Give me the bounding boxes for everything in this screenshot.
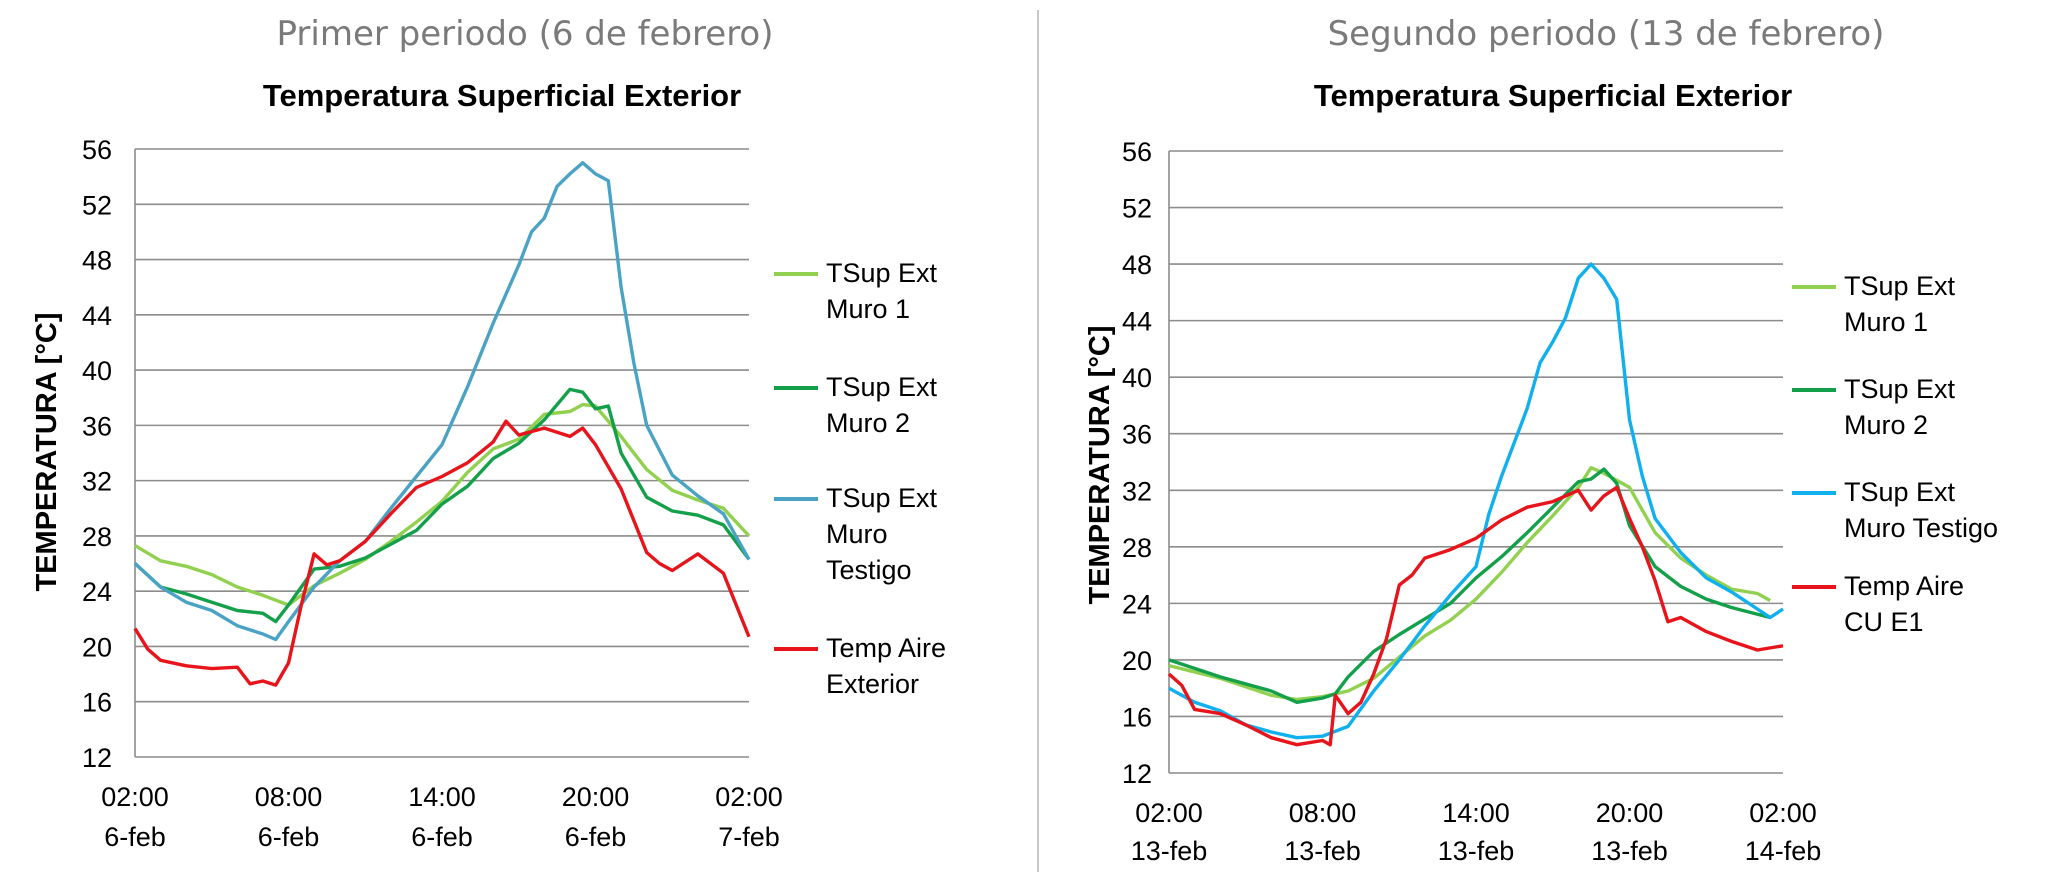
legend-swatch [774, 497, 818, 501]
y-tick-label: 56 [82, 135, 112, 165]
legend-item: TSup Ext Muro Testigo [1792, 474, 1998, 546]
x-tick-label: 14-feb [1745, 836, 1822, 866]
x-tick-label: 20:00 [1596, 798, 1664, 828]
series-line-4 [1167, 485, 1784, 747]
legend-label: Temp Aire CU E1 [1844, 571, 1965, 637]
panel-1-subtitle: Primer periodo (6 de febrero) [276, 14, 774, 54]
y-tick-label: 12 [1122, 759, 1152, 789]
legend-label: TSup Ext Muro 1 [1844, 271, 1956, 337]
y-tick-label: 44 [1122, 307, 1152, 337]
y-tick-label: 56 [1122, 137, 1152, 167]
y-tick-label: 40 [82, 356, 112, 386]
y-tick-label: 36 [1122, 420, 1152, 450]
chart-1: 12 16 20 24 28 32 36 40 44 48 52 56 02:00 6-feb 08:00 6… [31, 135, 783, 852]
x-tick-label: 13-feb [1284, 836, 1361, 866]
legend-item: TSup Ext Muro 1 [774, 255, 937, 327]
y-tick-label: 36 [82, 411, 112, 441]
legend-label: TSup Ext Muro 1 [826, 258, 938, 324]
y-tick-label: 20 [1122, 646, 1152, 676]
legend-swatch [1792, 491, 1836, 495]
legend-swatch [774, 647, 818, 651]
series-line-4 [133, 419, 751, 687]
x-tick-label: 08:00 [1289, 798, 1357, 828]
x-tick-label: 14:00 [1442, 798, 1510, 828]
legend-swatch [1792, 585, 1836, 589]
x-tick-label: 02:00 [1135, 798, 1203, 828]
x-tick-label: 20:00 [562, 782, 630, 812]
series-line-2 [1168, 467, 1771, 704]
y-tick-label: 16 [82, 688, 112, 718]
y-tick-label: 20 [82, 632, 112, 662]
series-line-3 [1168, 262, 1784, 740]
legend-swatch [774, 386, 818, 390]
y-tick-label: 32 [82, 467, 112, 497]
panel-2-subtitle: Segundo periodo (13 de febrero) [1327, 14, 1885, 54]
y-tick-label: 44 [82, 301, 112, 331]
legend-swatch [1792, 285, 1836, 289]
chart-2-title: Temperatura Superficial Exterior [1313, 78, 1793, 113]
x-tick-label: 02:00 [715, 782, 783, 812]
legend-item: TSup Ext Muro 2 [774, 369, 937, 441]
x-tick-label: 6-feb [565, 822, 627, 852]
y-tick-label: 24 [1122, 589, 1152, 619]
legend-item: Temp Aire Exterior [774, 630, 946, 702]
y-tick-label: 28 [82, 522, 112, 552]
y-tick-label: 52 [82, 190, 112, 220]
x-tick-label: 13-feb [1591, 836, 1668, 866]
y-axis-label: TEMPERATURA [°C] [1084, 325, 1116, 604]
series-line-3 [133, 161, 751, 642]
y-tick-label: 40 [1122, 363, 1152, 393]
legend-label: TSup Ext Muro Testigo [826, 483, 938, 585]
legend-swatch [774, 272, 818, 276]
legend-item: TSup Ext Muro 2 [1792, 371, 1955, 443]
x-tick-label: 02:00 [101, 782, 169, 812]
x-tick-label: 13-feb [1131, 836, 1208, 866]
x-tick-label: 14:00 [408, 782, 476, 812]
y-tick-label: 48 [82, 246, 112, 276]
legend-item: TSup Ext Muro 1 [1792, 268, 1955, 340]
x-tick-label: 6-feb [104, 822, 166, 852]
legend-label: TSup Ext Muro 2 [826, 372, 938, 438]
legend-label: TSup Ext Muro 2 [1844, 374, 1956, 440]
legend-label: Temp Aire Exterior [826, 633, 947, 699]
y-tick-label: 12 [82, 743, 112, 773]
x-tick-label: 02:00 [1749, 798, 1817, 828]
x-tick-label: 6-feb [258, 822, 320, 852]
legend-item: TSup Ext Muro Testigo [774, 480, 937, 588]
series-line-2 [133, 387, 751, 624]
legend-label: TSup Ext Muro Testigo [1844, 477, 1999, 543]
y-axis-label: TEMPERATURA [°C] [31, 312, 63, 591]
x-tick-label: 7-feb [718, 822, 780, 852]
x-tick-label: 08:00 [255, 782, 323, 812]
x-tick-label: 6-feb [411, 822, 473, 852]
chart-2: 12 16 20 24 28 32 36 40 44 48 52 56 02:00 13-feb 08:00… [1084, 137, 1821, 866]
x-tick-label: 13-feb [1438, 836, 1515, 866]
series-line-1 [134, 402, 751, 607]
legend-swatch [1792, 388, 1836, 392]
chart-1-title: Temperatura Superficial Exterior [262, 78, 742, 113]
y-tick-label: 16 [1122, 702, 1152, 732]
legend-item: Temp Aire CU E1 [1792, 568, 1964, 640]
y-tick-label: 32 [1122, 476, 1152, 506]
y-tick-label: 52 [1122, 194, 1152, 224]
y-tick-label: 48 [1122, 250, 1152, 280]
y-tick-label: 28 [1122, 533, 1152, 563]
y-tick-label: 24 [82, 577, 112, 607]
panel-divider [1037, 10, 1039, 872]
